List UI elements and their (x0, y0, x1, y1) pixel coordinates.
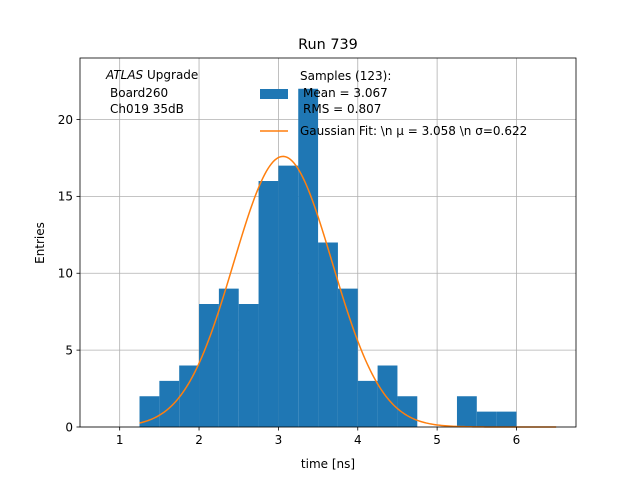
histogram-bar (218, 288, 239, 427)
legend-bar-swatch (260, 89, 288, 99)
histogram-bar (377, 365, 398, 427)
histogram-bar (278, 165, 299, 427)
histogram-bar (179, 365, 200, 427)
histogram-bar (456, 396, 477, 427)
legend-fit-label: Gaussian Fit: \n μ = 3.058 \n σ=0.622 (300, 124, 527, 138)
x-tick-label: 2 (195, 433, 203, 447)
histogram-bar (496, 411, 517, 427)
annotation-line-2: Board260 (110, 86, 168, 100)
y-tick-label: 15 (58, 190, 73, 204)
histogram-bar (258, 181, 279, 427)
legend-samples-line-1: Samples (123): (300, 69, 391, 83)
histogram-bar (357, 380, 378, 427)
histogram-bar (318, 242, 338, 427)
histogram-bars (139, 88, 517, 427)
histogram-bar (238, 304, 259, 427)
chart-title: Run 739 (298, 37, 358, 53)
y-tick-label: 20 (58, 113, 73, 127)
x-axis-label: time [ns] (301, 457, 355, 471)
x-tick-label: 1 (116, 433, 124, 447)
x-tick-label: 5 (433, 433, 441, 447)
legend-samples-line-3: RMS = 0.807 (303, 102, 381, 116)
y-tick-label: 0 (65, 420, 73, 434)
histogram-bar (139, 396, 160, 427)
plot-frame (79, 57, 577, 428)
legend: Samples (123): Mean = 3.067 RMS = 0.807 … (260, 69, 527, 138)
histogram-bar (159, 380, 180, 427)
y-axis-label: Entries (33, 222, 47, 264)
x-tick-label: 3 (275, 433, 283, 447)
y-tick-label: 5 (65, 343, 73, 357)
histogram-bar (298, 88, 319, 427)
histogram-bar (337, 288, 358, 427)
x-tick-label: 6 (513, 433, 521, 447)
legend-samples-line-2: Mean = 3.067 (303, 86, 388, 100)
histogram-bar (397, 396, 418, 427)
histogram-bar (476, 411, 497, 427)
y-tick-label: 10 (58, 267, 73, 281)
annotation-line-1: ATLAS Upgrade (105, 68, 198, 82)
x-tick-label: 4 (354, 433, 362, 447)
annotation-line-3: Ch019 35dB (110, 102, 184, 116)
axis-ticks: 1 2 3 4 5 6 0 5 10 15 20 (58, 113, 521, 447)
histogram-bar (199, 304, 219, 427)
